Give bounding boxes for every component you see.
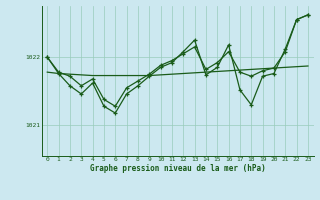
X-axis label: Graphe pression niveau de la mer (hPa): Graphe pression niveau de la mer (hPa) — [90, 164, 266, 173]
